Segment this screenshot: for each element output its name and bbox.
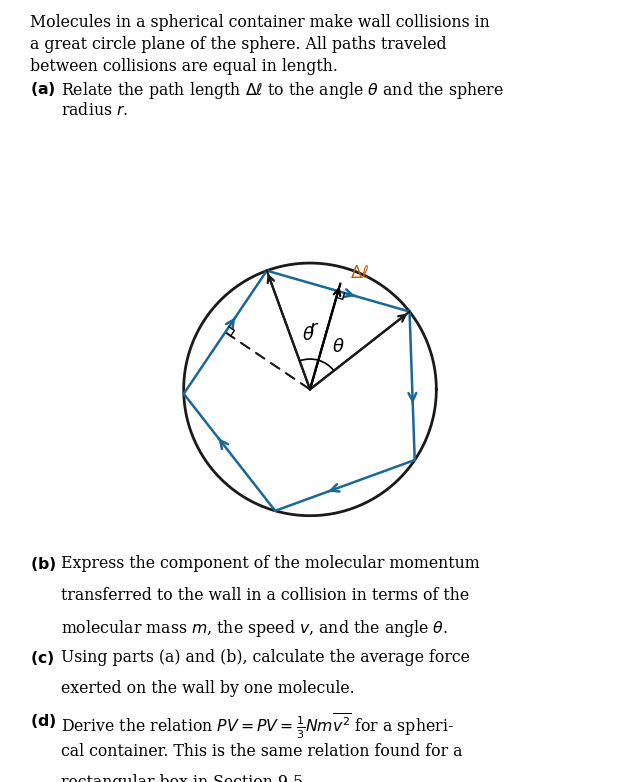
Text: $\theta$: $\theta$ xyxy=(332,339,345,357)
Text: exerted on the wall by one molecule.: exerted on the wall by one molecule. xyxy=(61,680,355,698)
Text: Derive the relation $PV = PV = \frac{1}{3}Nm\overline{v^2}$ for a spheri-: Derive the relation $PV = PV = \frac{1}{… xyxy=(61,712,454,741)
Text: $\mathbf{(c)}$: $\mathbf{(c)}$ xyxy=(30,649,54,667)
Text: Relate the path length $\Delta\ell$ to the angle $\theta$ and the sphere: Relate the path length $\Delta\ell$ to t… xyxy=(61,80,503,101)
Text: a great circle plane of the sphere. All paths traveled: a great circle plane of the sphere. All … xyxy=(30,36,446,53)
Text: rectangular box in Section 9.5.: rectangular box in Section 9.5. xyxy=(61,774,308,782)
Text: Using parts (a) and (b), calculate the average force: Using parts (a) and (b), calculate the a… xyxy=(61,649,469,666)
Text: radius $r$.: radius $r$. xyxy=(61,102,128,119)
Text: molecular mass $m$, the speed $v$, and the angle $\theta$.: molecular mass $m$, the speed $v$, and t… xyxy=(61,618,448,639)
Text: transferred to the wall in a collision in terms of the: transferred to the wall in a collision i… xyxy=(61,586,469,604)
Text: between collisions are equal in length.: between collisions are equal in length. xyxy=(30,58,338,75)
Text: Molecules in a spherical container make wall collisions in: Molecules in a spherical container make … xyxy=(30,14,490,31)
Text: $\mathbf{(a)}$: $\mathbf{(a)}$ xyxy=(30,80,55,98)
Text: cal container. This is the same relation found for a: cal container. This is the same relation… xyxy=(61,743,463,760)
Text: $r$: $r$ xyxy=(309,319,320,337)
Text: $\theta$: $\theta$ xyxy=(302,326,314,344)
Text: $\Delta\ell$: $\Delta\ell$ xyxy=(350,264,370,282)
Text: $\mathbf{(b)}$: $\mathbf{(b)}$ xyxy=(30,555,56,573)
Text: $\mathbf{(d)}$: $\mathbf{(d)}$ xyxy=(30,712,56,730)
Text: Express the component of the molecular momentum: Express the component of the molecular m… xyxy=(61,555,479,572)
